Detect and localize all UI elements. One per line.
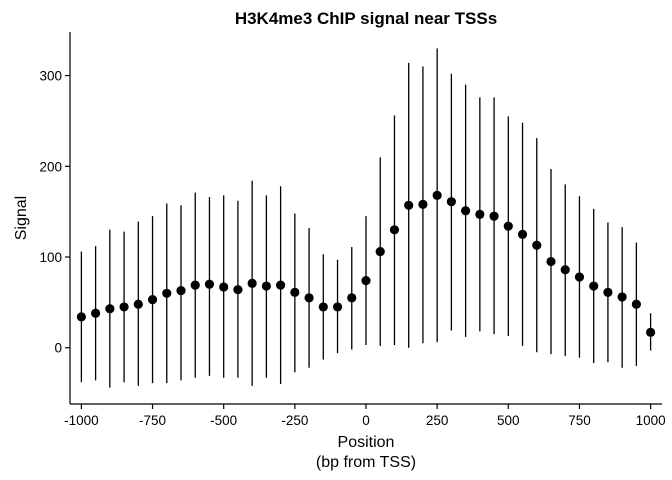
data-point [560, 265, 570, 275]
y-tick-label: 0 [54, 341, 62, 356]
data-point [119, 302, 129, 312]
x-tick-label: -750 [139, 413, 166, 428]
data-point [105, 304, 115, 314]
data-point [147, 295, 158, 305]
data-point [631, 299, 641, 309]
data-point [318, 302, 328, 312]
data-point [461, 206, 471, 216]
data-point [347, 293, 357, 303]
data-point [190, 280, 200, 290]
chart-title: H3K4me3 ChIP signal near TSSs [235, 9, 497, 28]
data-point [133, 299, 143, 309]
x-tick-label: 500 [497, 413, 520, 428]
data-point [276, 280, 286, 290]
x-tick-label: -1000 [64, 413, 99, 428]
data-point [603, 287, 613, 297]
data-point [76, 312, 86, 322]
x-tick-label: -500 [210, 413, 237, 428]
x-tick-label: 1000 [636, 413, 666, 428]
data-point [646, 327, 656, 337]
y-axis-label: Signal [13, 196, 30, 240]
x-tick-label: 250 [426, 413, 449, 428]
data-point [546, 256, 556, 267]
data-point [375, 246, 385, 257]
data-point [204, 279, 215, 289]
data-point [247, 278, 257, 288]
data-point [432, 190, 442, 200]
data-point [489, 211, 499, 221]
data-point [304, 293, 314, 303]
y-tick-label: 300 [39, 69, 62, 84]
data-point [332, 302, 343, 312]
data-point [91, 308, 101, 318]
x-axis-sublabel: (bp from TSS) [316, 454, 416, 471]
x-axis-label: Position [338, 434, 395, 451]
data-point [261, 281, 271, 291]
data-point [446, 197, 456, 207]
data-point [162, 288, 172, 298]
data-point [589, 281, 599, 291]
data-point [532, 240, 542, 250]
data-point [574, 272, 585, 282]
data-point [475, 209, 485, 219]
y-tick-label: 100 [39, 250, 62, 265]
y-tick-label: 200 [39, 159, 62, 174]
data-point [361, 276, 371, 286]
data-point [418, 199, 428, 209]
data-point [233, 285, 243, 295]
x-tick-label: 0 [362, 413, 370, 428]
data-point [176, 285, 186, 296]
data-point [503, 221, 513, 231]
plot-marks [76, 48, 656, 388]
data-point [389, 225, 400, 235]
x-tick-label: 750 [568, 413, 591, 428]
data-point [290, 287, 300, 297]
x-tick-label: -250 [281, 413, 308, 428]
data-point [517, 229, 528, 239]
data-point [404, 200, 414, 210]
data-point [219, 282, 229, 292]
y-axis-ticks: 0 100 200 300 [39, 69, 70, 356]
data-point [617, 292, 627, 302]
x-axis-ticks: -1000 -750 -500 -250 0 250 500 750 1000 [64, 404, 666, 428]
